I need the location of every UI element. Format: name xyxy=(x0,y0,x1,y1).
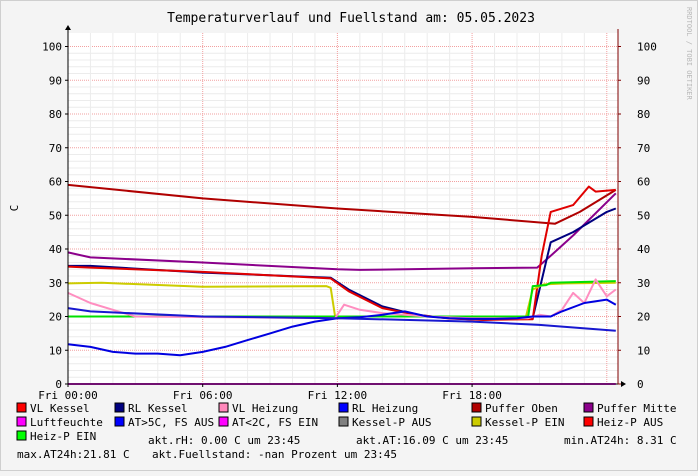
y-tick-labels-right: 0 10 20 30 40 50 60 70 80 90 100 xyxy=(618,41,657,391)
legend-swatch xyxy=(16,430,27,441)
y-tick-label: 70 xyxy=(49,142,62,155)
legend-label: Heiz-P AUS xyxy=(597,416,663,429)
legend-label: VL Heizung xyxy=(232,402,298,415)
x-tick-label: Fri 00:00 xyxy=(38,389,98,402)
y-tick-label-right: 30 xyxy=(637,277,650,290)
legend-swatch xyxy=(583,416,594,427)
y-tick-label: 80 xyxy=(49,108,62,121)
y-tick-label: 90 xyxy=(49,74,62,87)
legend-swatch xyxy=(338,416,349,427)
y-axis-label: C xyxy=(8,205,21,212)
legend-swatch xyxy=(471,416,482,427)
legend-label: Kessel-P AUS xyxy=(352,416,431,429)
stat-max-at: max.AT24h:21.81 C xyxy=(17,448,130,461)
y-tick-label-right: 40 xyxy=(637,243,650,256)
chart-title: Temperaturverlauf und Fuellstand am: 05.… xyxy=(167,11,535,26)
y-tick-label: 60 xyxy=(49,176,62,189)
x-tick-label: Fri 12:00 xyxy=(308,389,368,402)
axes xyxy=(65,25,626,387)
y-tick-label-right: 100 xyxy=(637,41,657,54)
legend-label: AT>5C, FS AUS xyxy=(128,416,214,429)
legend-swatch xyxy=(471,402,482,413)
y-tick-label-right: 50 xyxy=(637,209,650,222)
y-tick-label-right: 60 xyxy=(637,176,650,189)
y-tick-label-right: 70 xyxy=(637,142,650,155)
stat-akt-at: akt.AT:16.09 C um 23:45 xyxy=(356,434,508,447)
legend-swatch xyxy=(114,402,125,413)
series-line xyxy=(67,298,617,357)
legend-label: RL Kessel xyxy=(128,402,188,415)
y-tick-label-right: 90 xyxy=(637,74,650,87)
legend-label: Kessel-P EIN xyxy=(485,416,564,429)
legend-label: Puffer Mitte xyxy=(597,402,676,415)
y-tick-label-right: 20 xyxy=(637,311,650,324)
rrdtool-watermark: RRDTOOL / TOBI OETIKER xyxy=(685,7,693,101)
y-axis-arrow xyxy=(65,25,71,30)
stat-akt-rh: akt.rH: 0.00 C um 23:45 xyxy=(148,434,300,447)
stat-fuellstand: akt.Fuellstand: -nan Prozent um 23:45 xyxy=(152,448,397,461)
legend-swatch xyxy=(114,416,125,427)
legend: VL Kessel RL Kessel VL Heizung RL Heizung Pu… xyxy=(16,402,676,443)
legend-swatch xyxy=(338,402,349,413)
legend-swatch xyxy=(16,402,27,413)
x-tick-labels: Fri 00:00 Fri 06:00 Fri 12:00 Fri 18:00 xyxy=(38,384,502,402)
y-tick-label: 50 xyxy=(49,209,62,222)
legend-label: VL Kessel xyxy=(30,402,90,415)
x-tick-label: Fri 06:00 xyxy=(173,389,233,402)
legend-label: Puffer Oben xyxy=(485,402,558,415)
legend-swatch xyxy=(218,416,229,427)
y-tick-label-right: 80 xyxy=(637,108,650,121)
y-tick-label: 20 xyxy=(49,311,62,324)
legend-label: Heiz-P EIN xyxy=(30,430,96,443)
series-line xyxy=(67,307,616,332)
stat-min-at: min.AT24h: 8.31 C xyxy=(564,434,677,447)
y-tick-labels-left: 0 10 20 30 40 50 60 70 80 90 100 xyxy=(42,41,68,391)
y-tick-label-right: 0 xyxy=(637,378,644,391)
legend-label: RL Heizung xyxy=(352,402,418,415)
x-axis-arrow xyxy=(621,381,626,387)
series-line xyxy=(67,192,617,271)
y-tick-label: 100 xyxy=(42,41,62,54)
legend-swatch xyxy=(16,416,27,427)
legend-swatch xyxy=(583,402,594,413)
legend-label: Luftfeuchte xyxy=(30,416,103,429)
y-tick-label: 0 xyxy=(55,378,62,391)
y-tick-label: 10 xyxy=(49,344,62,357)
legend-label: AT<2C, FS EIN xyxy=(232,416,318,429)
series-line xyxy=(67,183,617,225)
legend-swatch xyxy=(218,402,229,413)
x-tick-label: Fri 18:00 xyxy=(442,389,502,402)
y-tick-label: 30 xyxy=(49,277,62,290)
y-tick-label-right: 10 xyxy=(637,344,650,357)
y-tick-label: 40 xyxy=(49,243,62,256)
